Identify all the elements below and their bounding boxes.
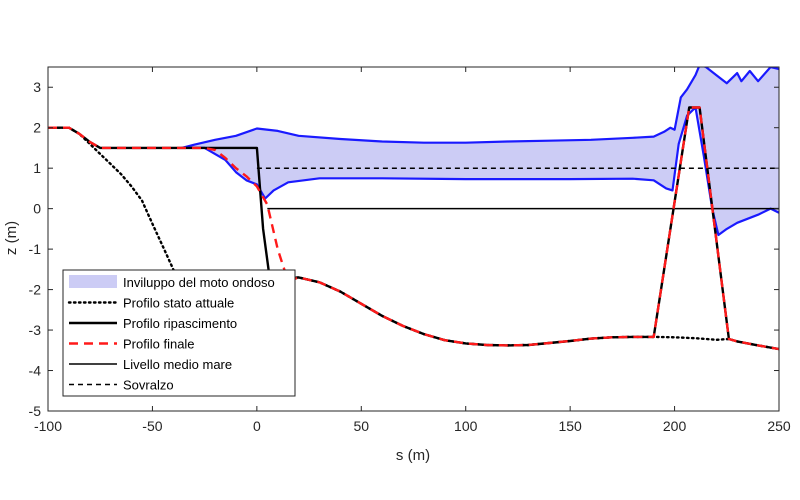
y-tick-label: -2 bbox=[29, 282, 42, 298]
y-tick-label: -4 bbox=[29, 363, 42, 379]
series-line-3 bbox=[48, 106, 779, 351]
y-tick-label: 2 bbox=[33, 120, 41, 136]
legend-label-2: Profilo ripascimento bbox=[123, 316, 237, 331]
y-tick-label: -5 bbox=[29, 403, 42, 419]
y-axis-label: z (m) bbox=[3, 221, 20, 255]
x-tick-label: -100 bbox=[34, 418, 62, 434]
series-line-1 bbox=[48, 126, 779, 351]
axes-frame bbox=[47, 66, 780, 412]
x-axis-label: s (m) bbox=[396, 447, 430, 464]
x-tick-label: 100 bbox=[454, 418, 478, 434]
legend-label-5: Sovralzo bbox=[123, 378, 174, 393]
y-tick-label: 3 bbox=[33, 79, 41, 95]
plot-area bbox=[48, 67, 779, 351]
x-tick-label: 150 bbox=[558, 418, 582, 434]
x-tick-label: 50 bbox=[353, 418, 369, 434]
y-tick-label: 0 bbox=[33, 201, 41, 217]
envelope-lower-line bbox=[181, 106, 779, 237]
y-tick-label: 1 bbox=[33, 160, 41, 176]
legend: Inviluppo del moto ondoso Profilo stato a… bbox=[62, 269, 296, 397]
legend-label-3: Profilo finale bbox=[123, 337, 195, 352]
legend-label-4: Livello medio mare bbox=[123, 357, 232, 372]
legend-label-0: Inviluppo del moto ondoso bbox=[123, 275, 275, 290]
axes: -100 -50 0 50 100 150 200 250 -5 -4 -3 -2 -1 0 1 2 3 bbox=[29, 66, 791, 434]
legend-label-1: Profilo stato attuale bbox=[123, 296, 234, 311]
y-tick-label: -1 bbox=[29, 241, 42, 257]
legend-box bbox=[62, 269, 296, 397]
legend-swatch-envelope bbox=[69, 275, 117, 288]
x-tick-label: 0 bbox=[253, 418, 261, 434]
x-tick-label: -50 bbox=[142, 418, 162, 434]
x-tick-label: 250 bbox=[767, 418, 791, 434]
x-tick-label: 200 bbox=[663, 418, 687, 434]
envelope-area bbox=[181, 67, 779, 235]
envelope-upper-line bbox=[181, 67, 779, 149]
y-tick-label: -3 bbox=[29, 322, 42, 338]
